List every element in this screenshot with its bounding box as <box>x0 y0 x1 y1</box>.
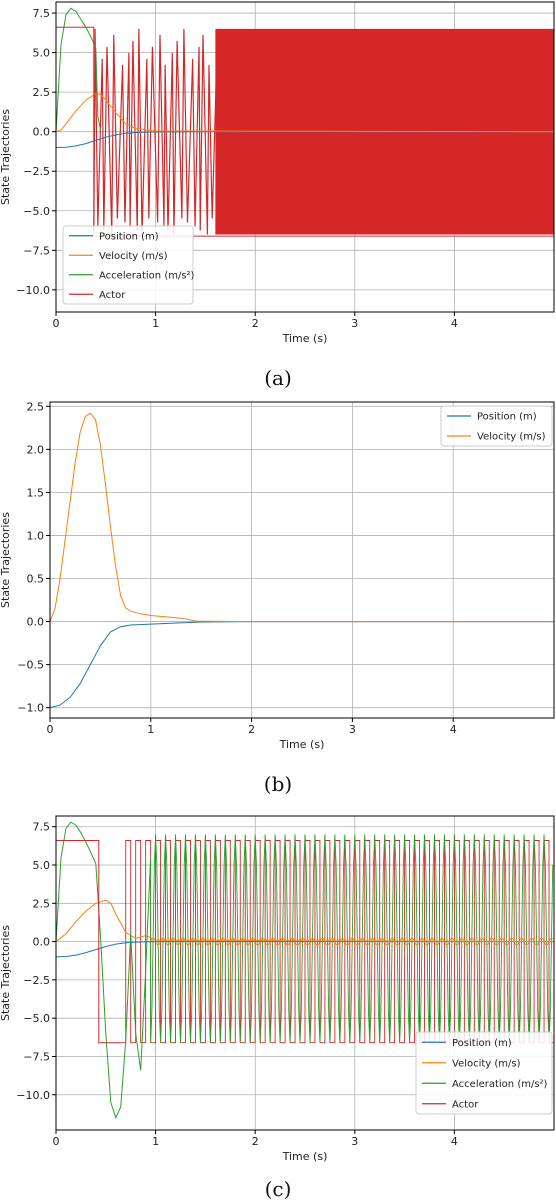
y-axis-label: State Trajectories <box>0 512 12 608</box>
legend-label: Velocity (m/s) <box>99 251 168 262</box>
y-tick-label: 0.0 <box>33 126 51 139</box>
x-tick-label: 3 <box>351 1135 358 1148</box>
x-tick-label: 1 <box>152 1135 159 1148</box>
y-tick-label: −10.0 <box>16 1089 50 1102</box>
caption-b: (b) <box>263 772 293 796</box>
series-line-3 <box>56 840 121 1044</box>
chart-a: 0 1 2 3 4 −10.0 −7.5 −5.0 −2.5 0.0 2.5 5.0 7.5 Time (… <box>0 1 555 345</box>
x-tick-label: 1 <box>152 317 159 330</box>
y-tick-label: 0.0 <box>33 936 51 949</box>
y-tick-label: −5.0 <box>23 205 50 218</box>
legend-label: Position (m) <box>452 1038 512 1049</box>
legend-box <box>62 225 194 305</box>
legend-label: Acceleration (m/s²) <box>99 270 195 281</box>
y-tick-label: 1.5 <box>27 486 45 499</box>
y-tick-label: −5.0 <box>23 1012 50 1025</box>
x-tick-label: 0 <box>53 1135 60 1148</box>
x-tick-label: 0 <box>47 723 54 736</box>
x-tick-label: 3 <box>349 723 356 736</box>
series-line-1 <box>56 899 554 943</box>
axes-frame <box>55 1 555 313</box>
series-line-1 <box>50 412 554 623</box>
y-axis-label: State Trajectories <box>0 109 12 205</box>
x-tick-label: 1 <box>147 723 154 736</box>
x-tick-label: 4 <box>451 1135 458 1148</box>
actor-line-early <box>93 28 218 235</box>
y-tick-label: −1.0 <box>17 702 44 715</box>
series-line-0 <box>56 131 554 148</box>
y-tick-label: 5.0 <box>33 859 51 872</box>
chart-c: 0 1 2 3 4 −10.0 −7.5 −5.0 −2.5 0.0 2.5 5.0 7.5 Time (… <box>0 815 555 1163</box>
series-line-2 <box>56 7 102 132</box>
y-tick-label: 7.5 <box>33 821 51 834</box>
y-tick-label: −7.5 <box>23 1050 50 1063</box>
series-line-3 <box>56 26 554 237</box>
acceleration-oscillation <box>150 834 554 1043</box>
x-tick-label: 2 <box>252 1135 259 1148</box>
axes-frame <box>49 401 555 719</box>
velocity-oscillation <box>149 937 554 946</box>
x-axis-label: Time (s) <box>279 738 325 751</box>
y-tick-label: 0.5 <box>27 573 45 586</box>
y-tick-label: −2.5 <box>23 974 50 987</box>
plot-area <box>50 412 554 709</box>
y-tick-label: −2.5 <box>23 165 50 178</box>
plot-area <box>56 821 554 1120</box>
legend-label: Position (m) <box>477 412 537 423</box>
legend: Position (m) Velocity (m/s) Acceleration (… <box>62 225 195 305</box>
x-tick-label: 3 <box>351 317 358 330</box>
caption-c: (c) <box>264 1177 292 1201</box>
chart-b: 0 1 2 3 4 −1.0 −0.5 0.0 0.5 1.0 1.5 2.0 2.5 Time (s) S… <box>0 400 555 751</box>
y-tick-label: 2.5 <box>33 86 51 99</box>
legend-label: Position (m) <box>99 231 159 242</box>
y-tick-label: 5.0 <box>33 47 51 60</box>
y-tick-label: 0.0 <box>27 616 45 629</box>
legend-label: Actor <box>99 290 126 301</box>
y-axis-label: State Trajectories <box>0 925 12 1021</box>
caption-a: (a) <box>264 366 292 390</box>
legend-label: Actor <box>452 1099 479 1110</box>
x-tick-label: 4 <box>450 723 457 736</box>
x-tick-label: 4 <box>451 317 458 330</box>
x-tick-label: 2 <box>252 317 259 330</box>
legend-label: Velocity (m/s) <box>477 432 546 443</box>
x-tick-label: 2 <box>248 723 255 736</box>
series-line-1 <box>56 93 554 133</box>
axes-frame <box>55 815 555 1131</box>
legend: Position (m) Velocity (m/s) <box>440 405 553 447</box>
y-tick-label: −0.5 <box>17 659 44 672</box>
legend: Position (m) Velocity (m/s) Acceleration (… <box>415 1031 553 1115</box>
y-tick-label: 2.5 <box>33 897 51 910</box>
plot-area <box>56 7 554 237</box>
y-tick-label: 2.0 <box>27 443 45 456</box>
x-axis-label: Time (s) <box>282 1150 328 1163</box>
y-tick-label: −10.0 <box>16 284 50 297</box>
y-tick-label: 2.5 <box>27 400 45 413</box>
y-tick-label: 7.5 <box>33 7 51 20</box>
series-line-0 <box>50 621 554 709</box>
legend-label: Acceleration (m/s²) <box>452 1079 548 1090</box>
legend-box <box>415 1031 553 1115</box>
series-line-2 <box>56 821 152 1120</box>
series-line-0 <box>56 941 554 958</box>
y-tick-label: 1.0 <box>27 529 45 542</box>
x-tick-label: 0 <box>53 317 60 330</box>
y-tick-label: −7.5 <box>23 244 50 257</box>
oscillation-c <box>120 834 554 1044</box>
x-axis-label: Time (s) <box>282 332 328 345</box>
legend-label: Velocity (m/s) <box>452 1058 521 1069</box>
